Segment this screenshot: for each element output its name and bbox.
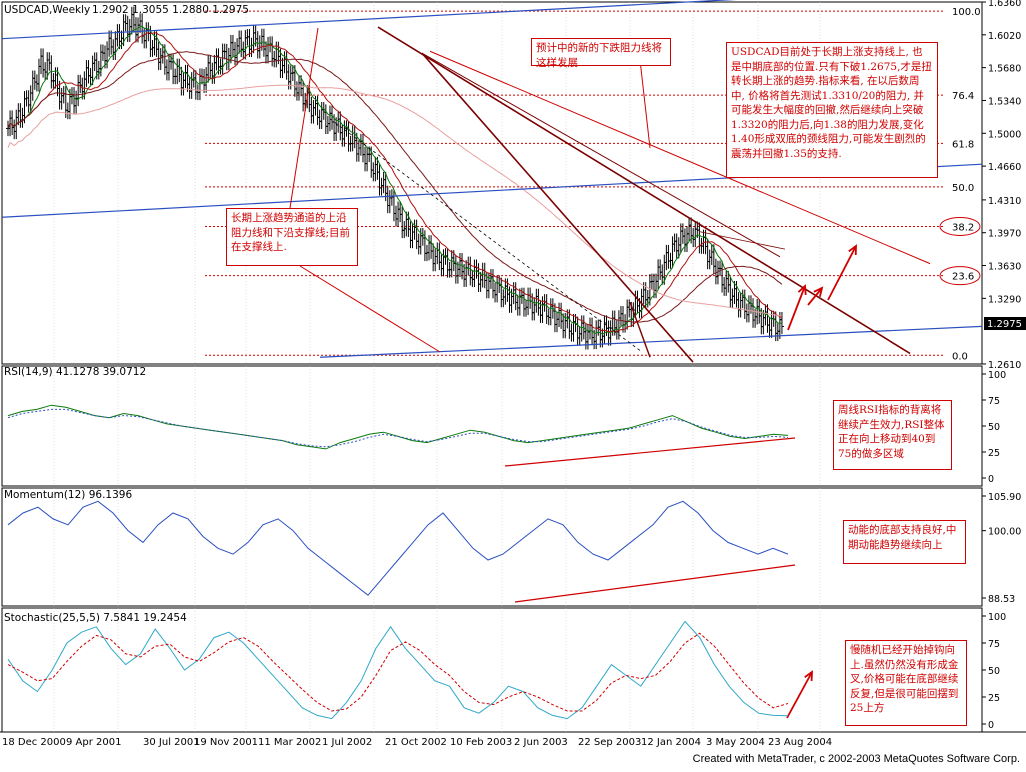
stochastic-arrow-up (786, 671, 813, 719)
current-price-box (984, 317, 1026, 330)
main-y-tick-label: 1.5680 (988, 64, 1021, 75)
x-tick-label: 18 Dec 2000 (2, 737, 66, 748)
x-tick-label: 9 Apr 2001 (66, 737, 121, 748)
channel-lower-line (319, 325, 983, 358)
forecast-arrow-mid-head (813, 286, 824, 297)
x-tick-label: 2 Jun 2003 (514, 737, 568, 748)
fib-level-label: 100.0 (952, 7, 981, 18)
x-tick-label: 10 Feb 2003 (450, 737, 512, 748)
forecast-arrow-up-short-head (797, 284, 807, 296)
fib-level-label: 0.0 (952, 351, 968, 362)
downtrend-line-steep (421, 52, 694, 363)
channel-upper-line (1, 0, 737, 40)
forecast-arrow-up-long (827, 245, 857, 301)
x-tick-label: 23 Aug 2004 (768, 737, 832, 748)
rsi-series-1 (7, 408, 789, 448)
stochastic-y-tick-label: 0 (988, 720, 994, 731)
main-ohlc: 1.2902 1.3055 1.2880 1.2975 (92, 4, 249, 16)
momentum-y-tick-label: 100.00 (988, 527, 1021, 538)
momentum-title: Momentum(12) 96.1396 (4, 489, 132, 501)
forecast-resistance-line (429, 50, 931, 265)
main-y-tick-label: 1.5000 (988, 129, 1021, 140)
current-price-label: 1.2975 (987, 319, 1022, 330)
rsi-support-line (504, 437, 796, 467)
stochastic-arrow-up-head (804, 670, 813, 682)
footer-credit: Created with MetaTrader, c 2002-2003 Met… (692, 753, 1020, 765)
rsi-y-tick-label: 100 (988, 370, 1006, 381)
note-momentum: 动能的底部支持良好,中期动能趋势继续向上 (843, 520, 966, 564)
forecast-arrow-mid (807, 287, 823, 306)
main-y-tick-label: 1.2610 (988, 360, 1021, 371)
moving-average-20 (7, 32, 783, 333)
momentum-y-tick-label: 105.90 (988, 492, 1021, 503)
upper-pivot-line (699, 231, 786, 250)
rsi-y-tick-label: 50 (988, 422, 1000, 433)
fib-highlight-circle (939, 216, 981, 236)
main-y-tick-label: 1.4660 (988, 162, 1021, 173)
fib-highlight-circle (939, 266, 981, 286)
moving-average-10 (7, 25, 782, 335)
rsi-y-tick-label: 25 (988, 448, 1000, 459)
moving-average-50 (7, 51, 783, 323)
short-trend-line (629, 301, 651, 358)
stochastic-series-0 (7, 620, 789, 720)
momentum-series-0 (7, 500, 789, 596)
note-rsi: 周线RSI指标的背离将继续产生效力,RSI整体正在向上移动到40到75的做多区域 (833, 400, 952, 470)
stochastic-y-tick-label: 25 (988, 693, 1000, 704)
panel-frame-rsi (1, 365, 983, 487)
stochastic-series-1 (7, 632, 789, 712)
forecast-arrow-up-long-head (848, 244, 857, 256)
callout-pointer-line (299, 265, 441, 353)
stochastic-y-tick-label: 75 (988, 639, 1000, 650)
stochastic-title: Stochastic(25,5,5) 7.5841 19.2454 (4, 612, 187, 624)
main-y-tick-label: 1.4310 (988, 196, 1021, 207)
note-stochastic: 慢随机已经开始掉钩向上.虽然仍然没有形成金叉,价格可能在底部继续反复,但是很可能… (845, 640, 967, 726)
callout-pointer-line (639, 59, 651, 149)
x-tick-label: 12 Jan 2004 (641, 737, 701, 748)
x-tick-label: 21 Oct 2002 (385, 737, 447, 748)
note-resistance-forecast: 预计中的新的下跌阻力线将这样发展 (531, 38, 671, 69)
main-y-tick-label: 1.3970 (988, 229, 1021, 240)
forecast-arrow-up-short (787, 285, 806, 331)
stochastic-y-tick-label: 50 (988, 666, 1000, 677)
x-tick-label: 11 Mar 2002 (258, 737, 321, 748)
stochastic-y-tick-label: 100 (988, 612, 1006, 623)
note-summary: USDCAD目前处于长期上涨支持线上, 也是中期底部的位置.只有下破1.2675… (726, 42, 938, 178)
main-y-tick-label: 1.3290 (988, 294, 1021, 305)
panel-frame-mom (1, 487, 983, 607)
panel-frame-sto (1, 607, 983, 733)
momentum-y-tick-label: 88.53 (988, 594, 1015, 605)
moving-average-long (7, 84, 782, 317)
rsi-y-tick-label: 0 (988, 474, 994, 485)
dashed-channel-line (329, 118, 641, 351)
x-tick-label: 19 Nov 2001 (194, 737, 258, 748)
momentum-support-line (514, 564, 796, 603)
x-tick-label: 30 Jul 2001 (143, 737, 200, 748)
x-tick-label: 22 Sep 2003 (578, 737, 641, 748)
main-y-tick-label: 1.6360 (988, 0, 1021, 9)
downtrend-line-main (377, 26, 911, 355)
main-y-tick-label: 1.3630 (988, 262, 1021, 273)
fib-level-label: 50.0 (952, 183, 974, 194)
main-title: USDCAD,Weekly (4, 4, 90, 16)
x-tick-label: 1 Jul 2002 (322, 737, 372, 748)
fib-level-label: 23.6 (952, 272, 974, 283)
note-channel: 长期上涨趋势通道的上沿阻力线和下沿支撑线;目前在支撑线上. (226, 208, 358, 266)
rsi-y-tick-label: 75 (988, 396, 1000, 407)
fib-level-label: 76.4 (952, 91, 974, 102)
main-y-tick-label: 1.5340 (988, 96, 1021, 107)
downtrend-line-mid (421, 52, 781, 258)
price-bars (6, 6, 784, 350)
main-y-tick-label: 1.6020 (988, 31, 1021, 42)
callout-pointer-line (289, 27, 319, 209)
fib-level-label: 61.8 (952, 139, 974, 150)
x-tick-label: 3 May 2004 (706, 737, 765, 748)
fib-level-label: 38.2 (952, 222, 974, 233)
rsi-title: RSI(14,9) 41.1278 39.0712 (4, 366, 146, 378)
